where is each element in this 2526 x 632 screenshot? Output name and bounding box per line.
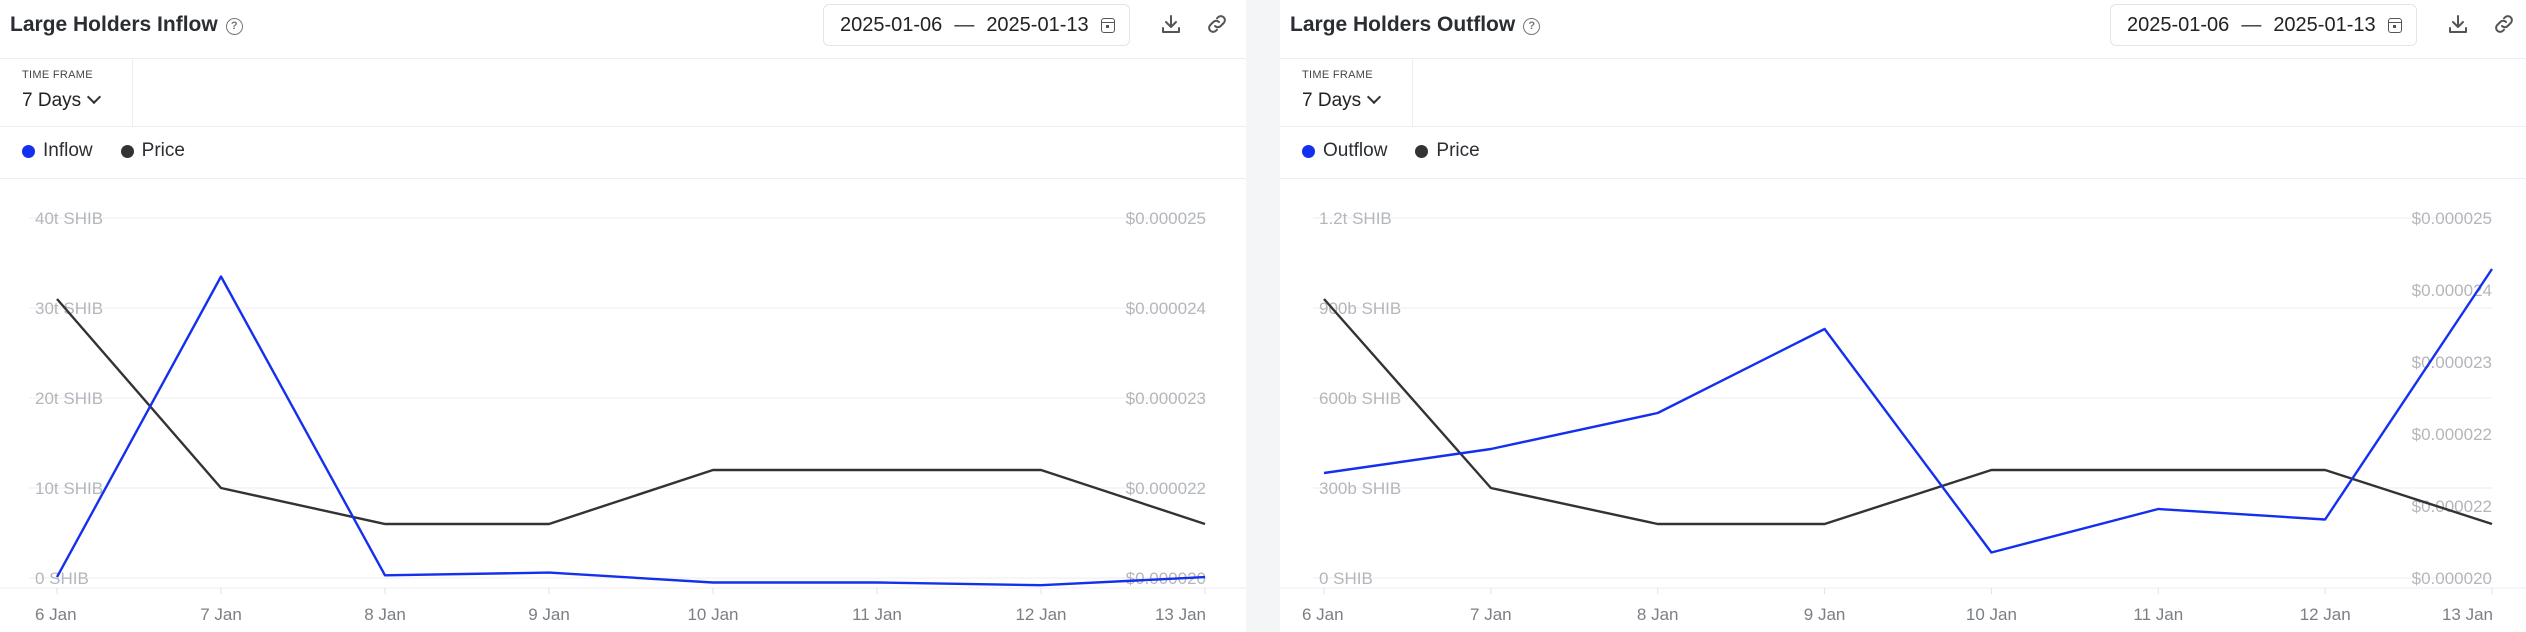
panel-header: Large Holders Outflow? 2025-01-06 — 2025… — [1280, 0, 2526, 59]
date-start[interactable]: 2025-01-06 — [2127, 13, 2230, 36]
y-right-tick-label: $0.000024 — [2412, 281, 2492, 300]
calendar-icon[interactable] — [2387, 17, 2402, 33]
x-tick-label: 6 Jan — [1302, 605, 1344, 624]
divider — [0, 178, 1246, 179]
x-tick-label: 8 Jan — [364, 605, 406, 624]
divider — [1280, 126, 2526, 127]
divider — [0, 126, 1246, 127]
price-line[interactable] — [1323, 298, 2493, 526]
x-tick-label: 11 Jan — [2133, 605, 2183, 624]
panel-title: Large Holders Outflow? — [1290, 13, 1541, 37]
panel-header: Large Holders Inflow? 2025-01-06 — 2025-… — [0, 0, 1246, 59]
date-end[interactable]: 2025-01-13 — [986, 13, 1089, 36]
inflow-chart: 0 SHIB 10t SHIB 20t SHIB 30t SHIB 40t SHIB $0… — [0, 209, 1246, 624]
x-tick-label: 12 Jan — [1015, 605, 1066, 624]
outflow-chart: 0 SHIB 300b SHIB 600b SHIB 900b SHIB 1.2t SH… — [1280, 209, 2526, 624]
x-tick-label: 12 Jan — [2300, 605, 2351, 624]
date-separator: — — [954, 13, 975, 36]
y-left-tick-label: 30t SHIB — [35, 299, 103, 318]
timeframe-label: TIME FRAME — [1302, 69, 1373, 81]
legend-dot-flow — [22, 144, 35, 158]
y-right-tick-label: $0.000020 — [2412, 569, 2492, 588]
date-range-picker[interactable]: 2025-01-06 — 2025-01-13 — [2110, 4, 2417, 46]
date-start[interactable]: 2025-01-06 — [840, 13, 943, 36]
y-left-tick-label: 300b SHIB — [1319, 479, 1401, 498]
x-tick-label: 10 Jan — [687, 605, 738, 624]
timeframe-dropdown[interactable]: 7 Days — [1302, 89, 1382, 112]
download-icon[interactable] — [2446, 12, 2470, 36]
x-tick-label: 13 Jan — [2442, 605, 2493, 624]
x-tick-label: 13 Jan — [1155, 605, 1206, 624]
chevron-down-icon — [1367, 89, 1382, 105]
x-tick-label: 9 Jan — [1804, 605, 1846, 624]
download-icon[interactable] — [1159, 12, 1183, 36]
help-circle-icon[interactable]: ? — [225, 18, 243, 35]
divider — [1280, 178, 2526, 179]
x-tick-label: 10 Jan — [1966, 605, 2017, 624]
y-right-tick-label: $0.000022 — [1126, 479, 1206, 498]
y-left-tick-label: 20t SHIB — [35, 389, 103, 408]
date-end[interactable]: 2025-01-13 — [2273, 13, 2376, 36]
y-left-tick-label: 1.2t SHIB — [1319, 209, 1392, 228]
x-tick-label: 6 Jan — [35, 605, 77, 624]
timeframe-selector[interactable]: TIME FRAME 7 Days — [1280, 58, 1413, 126]
help-circle-icon[interactable]: ? — [1523, 18, 1541, 35]
legend-item-price[interactable]: Price — [120, 140, 185, 162]
y-right-tick-label: $0.000023 — [1126, 389, 1206, 408]
legend-dot-price — [120, 144, 134, 158]
y-left-tick-label: 0 SHIB — [1319, 569, 1373, 588]
price-line[interactable] — [56, 298, 1206, 526]
y-right-tick-label: $0.000024 — [1126, 299, 1206, 318]
x-tick-label: 7 Jan — [200, 605, 242, 624]
link-icon[interactable] — [2492, 12, 2516, 36]
y-right-tick-label: $0.000023 — [2412, 353, 2492, 372]
chart-legend: Inflow Price — [22, 140, 185, 162]
legend-item-flow[interactable]: Inflow — [22, 140, 93, 162]
timeframe-label: TIME FRAME — [22, 69, 93, 81]
y-left-tick-label: 10t SHIB — [35, 479, 103, 498]
flow-line[interactable] — [55, 275, 1206, 587]
panel-title: Large Holders Inflow? — [10, 13, 243, 37]
y-left-tick-label: 40t SHIB — [35, 209, 103, 228]
y-left-tick-label: 0 SHIB — [35, 569, 89, 588]
y-left-tick-label: 900b SHIB — [1319, 299, 1401, 318]
chevron-down-icon — [87, 89, 102, 105]
timeframe-selector[interactable]: TIME FRAME 7 Days — [0, 58, 133, 126]
legend-item-price[interactable]: Price — [1415, 140, 1480, 162]
legend-dot-price — [1415, 144, 1429, 158]
x-tick-label: 11 Jan — [852, 605, 902, 624]
outflow-panel: Large Holders Outflow? 2025-01-06 — 2025… — [1280, 0, 2526, 632]
link-icon[interactable] — [1205, 12, 1229, 36]
date-range-picker[interactable]: 2025-01-06 — 2025-01-13 — [823, 4, 1130, 46]
flow-line[interactable] — [1323, 268, 2493, 554]
y-right-tick-label: $0.000025 — [1126, 209, 1206, 228]
date-separator: — — [2241, 13, 2262, 36]
x-tick-label: 8 Jan — [1637, 605, 1679, 624]
legend-dot-flow — [1302, 144, 1315, 158]
legend-item-flow[interactable]: Outflow — [1302, 140, 1387, 162]
calendar-icon[interactable] — [1100, 17, 1115, 33]
y-left-tick-label: 600b SHIB — [1319, 389, 1401, 408]
y-right-tick-label: $0.000025 — [2412, 209, 2492, 228]
timeframe-dropdown[interactable]: 7 Days — [22, 89, 102, 112]
x-tick-label: 7 Jan — [1470, 605, 1512, 624]
x-tick-label: 9 Jan — [528, 605, 570, 624]
chart-legend: Outflow Price — [1302, 140, 1480, 162]
inflow-panel: Large Holders Inflow? 2025-01-06 — 2025-… — [0, 0, 1246, 632]
y-right-tick-label: $0.000022 — [2412, 425, 2492, 444]
y-right-tick-label: $0.000022 — [2412, 497, 2492, 516]
